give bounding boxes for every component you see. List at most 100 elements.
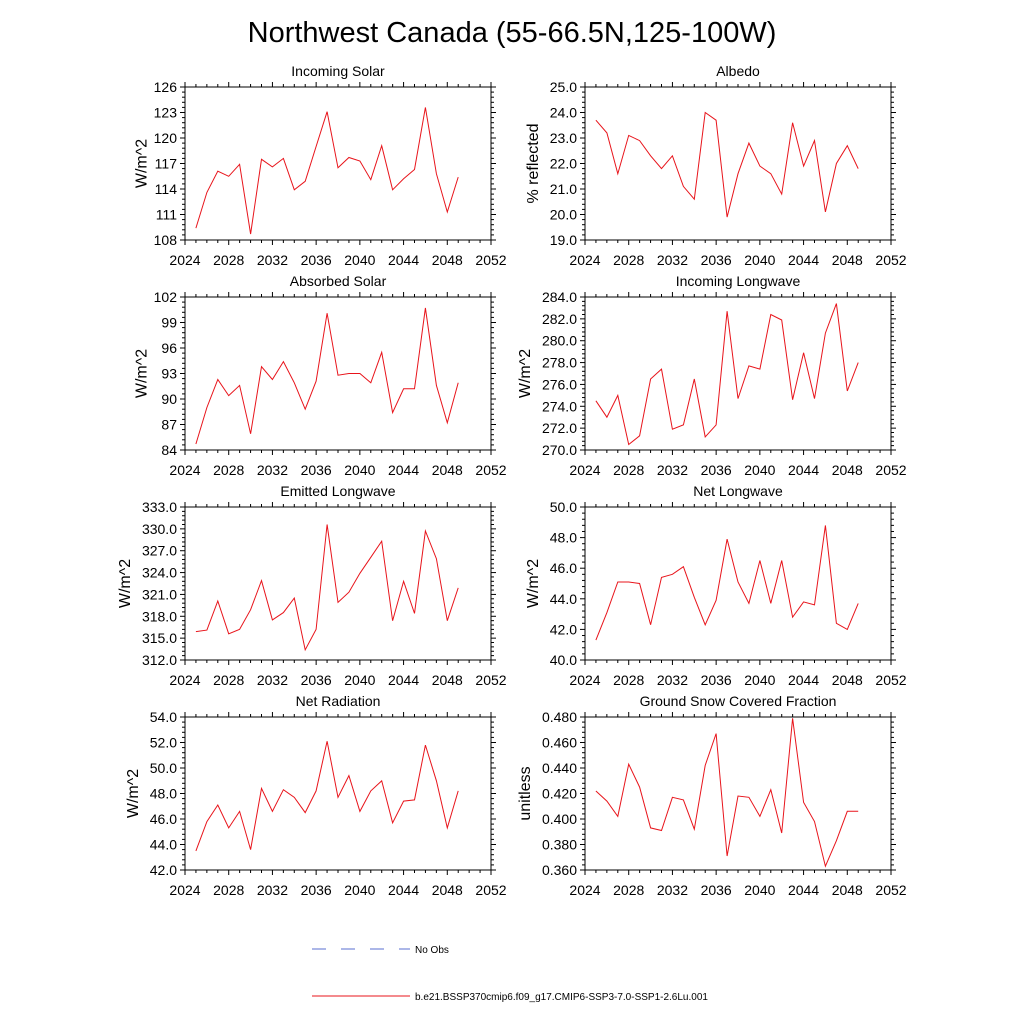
- x-tick-label: 2040: [744, 672, 775, 688]
- plot-frame: [184, 716, 492, 871]
- plot-frame: [184, 506, 492, 661]
- plot-frame: [184, 86, 492, 241]
- chart-title: Net Longwave: [693, 483, 783, 499]
- x-tick-label: 2040: [744, 252, 775, 268]
- y-tick-label: 48.0: [150, 786, 177, 802]
- y-tick-label: 93: [161, 366, 177, 382]
- y-tick-label: 120: [154, 130, 178, 146]
- y-tick-label: 123: [154, 105, 178, 121]
- chart-grid: Incoming Solar 108 111 114 117 120 123 126 2024 2…: [117, 63, 907, 898]
- y-tick-label: 270.0: [542, 442, 577, 458]
- y-tick-label: 52.0: [150, 735, 177, 751]
- x-tick-label: 2052: [475, 462, 506, 478]
- y-tick-label: 44.0: [550, 591, 577, 607]
- y-tick-label: 321.0: [142, 586, 177, 602]
- x-tick-label: 2024: [169, 252, 200, 268]
- y-tick-label: 327.0: [142, 543, 177, 559]
- chart-title: Ground Snow Covered Fraction: [640, 693, 837, 709]
- x-tick-label: 2024: [569, 882, 600, 898]
- x-tick-label: 2052: [475, 672, 506, 688]
- y-tick-label: 282.0: [542, 311, 577, 327]
- x-tick-label: 2032: [657, 882, 688, 898]
- x-tick-label: 2032: [257, 462, 288, 478]
- x-tick-label: 2024: [169, 672, 200, 688]
- chart-panel: Net Longwave 40.0 42.0 44.0 46.0 48.0 50.0 2024…: [525, 483, 907, 688]
- series-line: [195, 307, 459, 445]
- x-tick-label: 2044: [788, 882, 819, 898]
- y-tick-label: 50.0: [150, 760, 177, 776]
- page-title: Northwest Canada (55-66.5N,125-100W): [248, 17, 777, 49]
- x-tick-label: 2044: [788, 462, 819, 478]
- y-tick-label: 20.0: [550, 207, 577, 223]
- x-tick-label: 2040: [744, 882, 775, 898]
- x-tick-label: 2032: [657, 672, 688, 688]
- y-axis-label: W/m^2: [117, 559, 134, 608]
- y-tick-label: 114: [155, 181, 178, 197]
- x-tick-label: 2032: [657, 462, 688, 478]
- y-tick-label: 117: [155, 156, 178, 172]
- y-tick-label: 284.0: [542, 289, 577, 305]
- x-tick-label: 2032: [257, 882, 288, 898]
- y-tick-label: 333.0: [142, 499, 177, 515]
- x-tick-label: 2028: [213, 462, 244, 478]
- y-tick-label: 99: [161, 315, 177, 331]
- y-tick-label: 102: [154, 289, 178, 305]
- y-tick-label: 324.0: [142, 565, 177, 581]
- series-line: [195, 107, 459, 235]
- y-tick-label: 22.0: [550, 156, 577, 172]
- y-axis-label: unitless: [517, 766, 534, 820]
- y-tick-label: 111: [156, 207, 177, 223]
- x-tick-label: 2048: [832, 672, 863, 688]
- chart-panel: Albedo 19.0 20.0 21.0 22.0 23.0 24.0 25.0 2024 20…: [525, 63, 907, 268]
- x-tick-label: 2028: [213, 882, 244, 898]
- x-tick-label: 2028: [613, 462, 644, 478]
- y-tick-label: 46.0: [550, 560, 577, 576]
- y-tick-label: 42.0: [550, 621, 577, 637]
- x-tick-label: 2048: [832, 882, 863, 898]
- legend-obs-label: No Obs: [415, 945, 449, 956]
- x-tick-label: 2044: [388, 882, 419, 898]
- x-tick-label: 2052: [875, 462, 906, 478]
- plot-frame: [584, 716, 892, 871]
- x-tick-label: 2028: [213, 672, 244, 688]
- x-tick-label: 2052: [875, 672, 906, 688]
- y-tick-label: 48.0: [550, 530, 577, 546]
- y-tick-label: 0.360: [542, 862, 577, 878]
- x-tick-label: 2036: [301, 252, 332, 268]
- chart-title: Incoming Longwave: [676, 273, 801, 289]
- x-tick-label: 2024: [569, 672, 600, 688]
- x-tick-label: 2036: [701, 882, 732, 898]
- series-line: [195, 524, 459, 652]
- y-tick-label: 318.0: [142, 608, 177, 624]
- legend: No Obs b.e21.BSSP370cmip6.f09_g17.CMIP6-…: [312, 945, 708, 1003]
- y-tick-label: 0.480: [542, 709, 577, 725]
- y-tick-label: 126: [154, 79, 178, 95]
- y-axis-label: W/m^2: [125, 769, 142, 818]
- y-tick-label: 50.0: [550, 499, 577, 515]
- series-line: [595, 525, 859, 641]
- x-tick-label: 2040: [744, 462, 775, 478]
- y-tick-label: 0.380: [542, 837, 577, 853]
- x-tick-label: 2028: [613, 672, 644, 688]
- chart-panel: Incoming Longwave 270.0 272.0 274.0 276.0 278…: [517, 273, 907, 478]
- x-tick-label: 2028: [613, 882, 644, 898]
- x-tick-label: 2052: [875, 252, 906, 268]
- x-tick-label: 2048: [432, 462, 463, 478]
- x-tick-label: 2044: [788, 672, 819, 688]
- y-axis-label: W/m^2: [525, 559, 542, 608]
- y-tick-label: 40.0: [550, 652, 577, 668]
- x-tick-label: 2028: [213, 252, 244, 268]
- x-tick-label: 2024: [169, 462, 200, 478]
- y-tick-label: 46.0: [150, 811, 177, 827]
- x-tick-label: 2048: [832, 462, 863, 478]
- y-tick-label: 19.0: [550, 232, 577, 248]
- series-line: [595, 303, 859, 446]
- y-tick-label: 90: [161, 391, 177, 407]
- x-tick-label: 2040: [344, 252, 375, 268]
- y-tick-label: 87: [161, 417, 177, 433]
- x-tick-label: 2036: [301, 882, 332, 898]
- chart-title: Net Radiation: [296, 693, 381, 709]
- y-tick-label: 0.460: [542, 735, 577, 751]
- y-tick-label: 54.0: [150, 709, 177, 725]
